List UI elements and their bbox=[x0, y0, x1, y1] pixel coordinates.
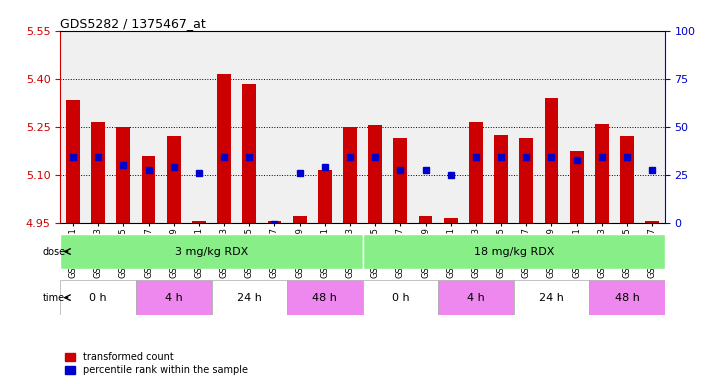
Bar bbox=[91, 122, 105, 223]
Bar bbox=[66, 99, 80, 223]
Bar bbox=[438, 280, 514, 315]
Bar bbox=[363, 234, 665, 269]
Bar bbox=[167, 136, 181, 223]
Bar bbox=[117, 127, 130, 223]
Bar bbox=[343, 127, 357, 223]
Text: 4 h: 4 h bbox=[165, 293, 183, 303]
Bar bbox=[620, 136, 634, 223]
Bar bbox=[469, 122, 483, 223]
Bar bbox=[242, 84, 256, 223]
Bar bbox=[363, 280, 438, 315]
Bar bbox=[318, 170, 332, 223]
Text: 0 h: 0 h bbox=[90, 293, 107, 303]
Bar bbox=[545, 98, 558, 223]
Bar bbox=[217, 74, 231, 223]
Bar bbox=[514, 280, 589, 315]
Text: 3 mg/kg RDX: 3 mg/kg RDX bbox=[175, 247, 248, 257]
Bar bbox=[141, 156, 156, 223]
Bar bbox=[60, 234, 363, 269]
Bar bbox=[60, 280, 136, 315]
Text: 0 h: 0 h bbox=[392, 293, 410, 303]
Bar bbox=[368, 125, 382, 223]
Bar bbox=[589, 280, 665, 315]
Bar bbox=[646, 221, 659, 223]
Bar bbox=[494, 135, 508, 223]
Legend: transformed count, percentile rank within the sample: transformed count, percentile rank withi… bbox=[65, 353, 248, 375]
Text: 24 h: 24 h bbox=[539, 293, 564, 303]
Text: 48 h: 48 h bbox=[614, 293, 639, 303]
Bar bbox=[444, 218, 458, 223]
Text: 18 mg/kg RDX: 18 mg/kg RDX bbox=[474, 247, 554, 257]
Text: 48 h: 48 h bbox=[312, 293, 337, 303]
Bar bbox=[570, 151, 584, 223]
Text: 4 h: 4 h bbox=[467, 293, 485, 303]
Text: GDS5282 / 1375467_at: GDS5282 / 1375467_at bbox=[60, 17, 206, 30]
Bar bbox=[287, 280, 363, 315]
Text: 24 h: 24 h bbox=[237, 293, 262, 303]
Bar bbox=[293, 216, 306, 223]
Bar bbox=[192, 221, 206, 223]
Bar bbox=[419, 216, 432, 223]
Text: dose: dose bbox=[43, 247, 66, 257]
Bar bbox=[267, 221, 282, 223]
Bar bbox=[393, 138, 407, 223]
Text: time: time bbox=[43, 293, 65, 303]
Bar bbox=[212, 280, 287, 315]
Bar bbox=[519, 138, 533, 223]
Bar bbox=[595, 124, 609, 223]
Bar bbox=[136, 280, 212, 315]
